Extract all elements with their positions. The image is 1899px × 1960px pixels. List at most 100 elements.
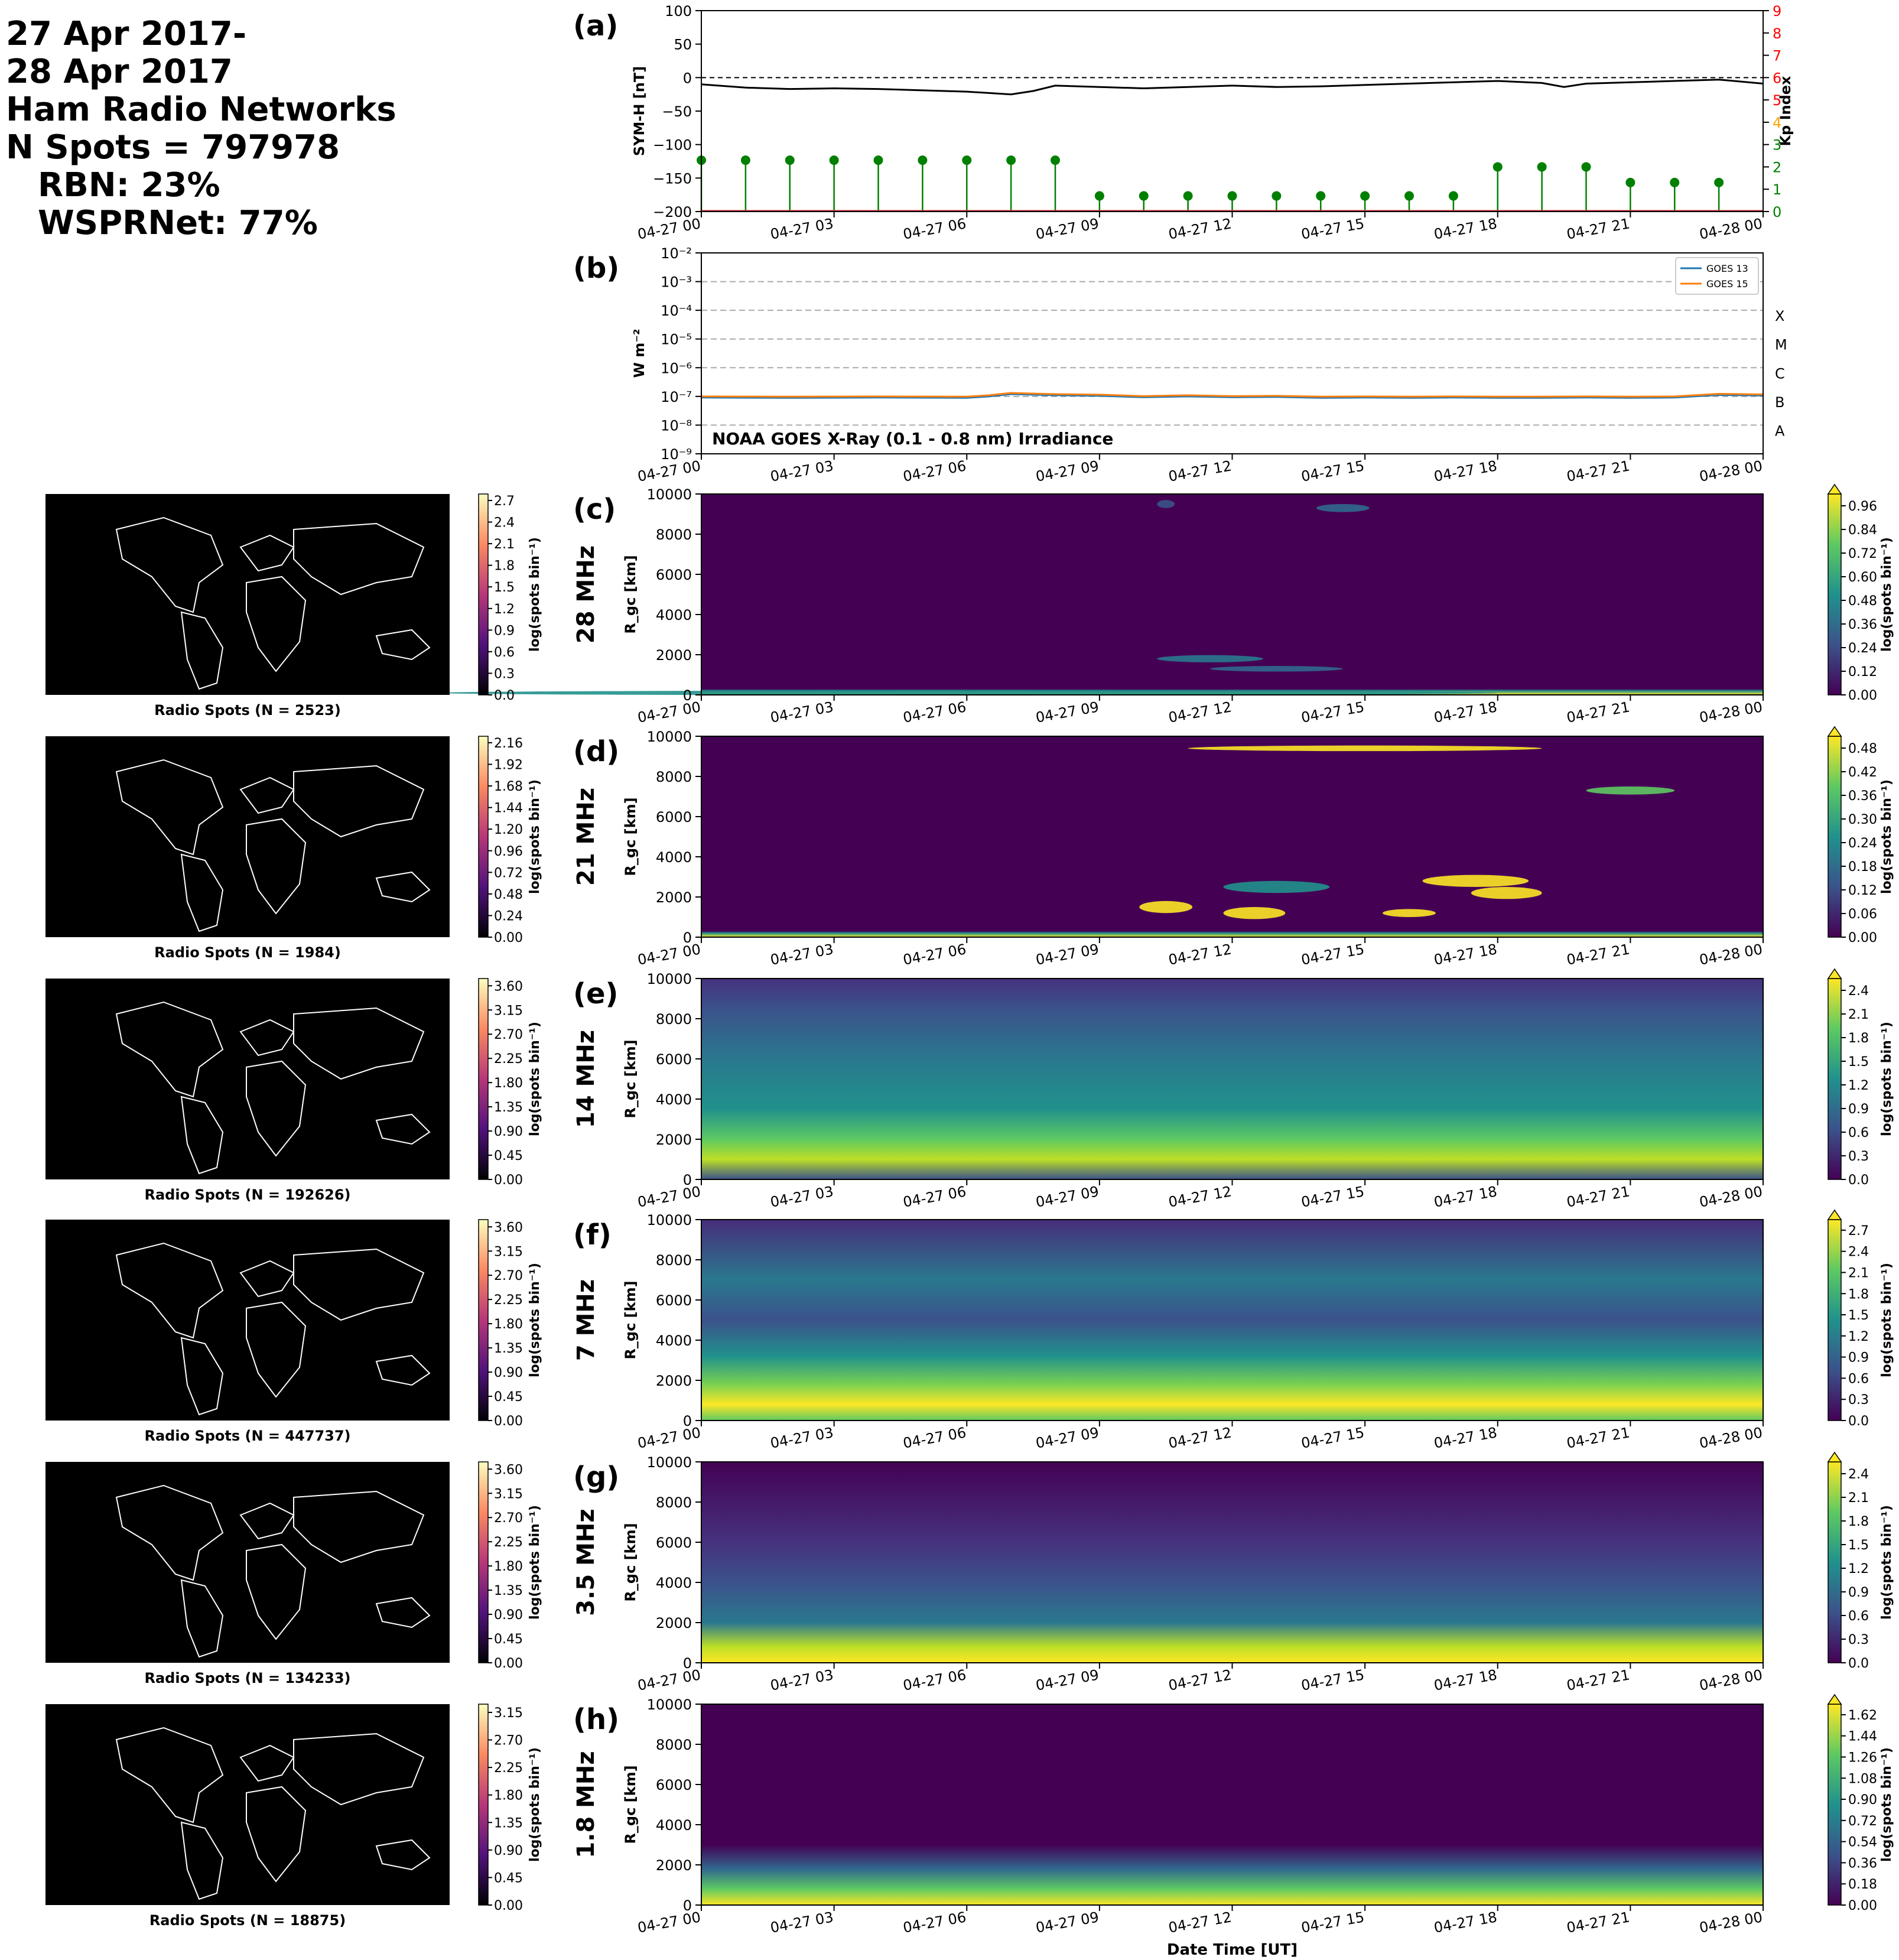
- panel-b-xtick-label: 04-27 03: [769, 457, 835, 485]
- heatmap-xtick-label: 04-28 00: [1698, 1424, 1764, 1451]
- kp-ytick-label: 1: [1773, 181, 1781, 198]
- heatmap-ytick-label: 6000: [656, 1777, 692, 1793]
- map-colorbar-tick-label: 2.25: [494, 1293, 523, 1308]
- map-colorbar-tick-label: 0.45: [494, 1149, 523, 1163]
- map-colorbar-tick-label: 1.20: [494, 823, 523, 837]
- kp-ylabel: Kp Index: [1777, 76, 1794, 147]
- heatmap-ytick-label: 6000: [656, 809, 692, 825]
- goes-series-line: [701, 393, 1764, 399]
- heatmap-ytick-label: 0: [683, 687, 692, 704]
- heatmap-image: [701, 1704, 1763, 1905]
- continent-outline: [375, 1597, 431, 1629]
- continent-outline: [293, 765, 425, 838]
- colorbar-tick-label: 2.1: [1848, 1007, 1869, 1022]
- colorbar-extend-arrow: [1827, 1209, 1842, 1220]
- goes-ytick-label: 10⁻⁶: [661, 360, 692, 376]
- kp-point: [829, 155, 839, 165]
- colorbar-extend-arrow: [1827, 726, 1842, 737]
- kp-point: [1581, 162, 1591, 172]
- heatmap-feature: [1223, 907, 1286, 919]
- map-caption: Radio Spots (N = 18875): [149, 1912, 346, 1929]
- continent-outline: [246, 1060, 307, 1157]
- heatmap-row-c: (c) 28 MHz R_gc [km] 0 2000 4000 6000 8000 10000…: [45, 483, 1894, 726]
- heatmap-ylabel: R_gc [km]: [622, 1039, 639, 1118]
- heatmap-image: [701, 1220, 1763, 1421]
- colorbar-tick-label: 0.90: [1848, 1793, 1877, 1808]
- map-colorbar-tick-label: 2.70: [494, 1734, 523, 1748]
- panel-a: (a) 100 50 0 −50 −100 −150 −200 SYM-H [nT] 0 1 2 3 4 5…: [573, 3, 1794, 243]
- heatmap-ytick-label: 4000: [656, 1332, 692, 1349]
- heatmap-xtick-label: 04-27 03: [769, 698, 835, 726]
- kp-point: [1139, 191, 1149, 201]
- map-caption: Radio Spots (N = 134233): [144, 1670, 350, 1686]
- kp-point: [1006, 155, 1016, 165]
- heatmap-xtick-label: 04-27 00: [636, 698, 702, 726]
- kp-ytick-label: 7: [1773, 48, 1781, 64]
- symh-ytick-label: −200: [653, 204, 692, 220]
- colorbar-tick-label: 1.44: [1848, 1730, 1877, 1744]
- heatmap-xtick-label: 04-27 18: [1433, 1183, 1498, 1210]
- panel-label-b: (b): [573, 252, 619, 285]
- map-colorbar-tick-label: 0.96: [494, 844, 523, 859]
- heatmap-xtick-label: 04-27 15: [1300, 941, 1365, 968]
- colorbar-extend-arrow: [1827, 1694, 1842, 1705]
- colorbar-tick-label: 0.54: [1848, 1835, 1877, 1850]
- map-colorbar-label: log(spots bin⁻¹): [528, 1505, 542, 1620]
- heatmap-ytick-label: 10000: [647, 1696, 692, 1713]
- header-date-start: 27 Apr 2017-: [6, 15, 247, 53]
- map-colorbar-tick-label: 1.80: [494, 1317, 523, 1332]
- kp-ytick-label: 2: [1773, 159, 1781, 175]
- map-colorbar-tick-label: 1.35: [494, 1584, 523, 1598]
- panel-a-axes-frame: [701, 10, 1764, 212]
- heatmap-xtick-label: 04-27 09: [1035, 698, 1100, 726]
- map-colorbar-label: log(spots bin⁻¹): [528, 779, 542, 894]
- map-colorbar: [478, 978, 489, 1180]
- panel-label: (g): [573, 1461, 619, 1494]
- symh-ytick-label: −100: [653, 137, 692, 154]
- map-colorbar-label: log(spots bin⁻¹): [528, 1022, 542, 1136]
- band-label: 3.5 MHz: [573, 1509, 600, 1616]
- colorbar-extend-arrow: [1827, 1451, 1842, 1462]
- colorbar-tick-label: 1.2: [1848, 1078, 1869, 1093]
- heatmap-ylabel: R_gc [km]: [622, 1523, 639, 1601]
- heatmap-xtick-label: 04-27 18: [1433, 1424, 1498, 1451]
- heatmap-feature: [1157, 655, 1263, 662]
- map-colorbar-tick-label: 1.8: [494, 559, 515, 574]
- goes-ytick-label: 10⁻⁴: [661, 303, 692, 319]
- colorbar-tick-label: 0.6: [1848, 1126, 1869, 1140]
- heatmap-ytick-label: 0: [683, 929, 692, 946]
- goes-ylabel: W m⁻²: [631, 329, 648, 378]
- panel-label: (h): [573, 1703, 619, 1736]
- colorbar-tick-label: 0.18: [1848, 860, 1877, 875]
- kp-ytick-label: 9: [1773, 3, 1781, 19]
- continent-outline: [115, 516, 224, 613]
- goes-ytick-label: 10⁻⁵: [661, 331, 692, 348]
- continent-outline: [115, 1727, 224, 1824]
- colorbar-tick-label: 0.6: [1848, 1609, 1869, 1624]
- heatmap-ytick-label: 0: [683, 1655, 692, 1672]
- heatmap-ytick-label: 2000: [656, 889, 692, 906]
- map-colorbar-tick-label: 0.0: [494, 688, 515, 703]
- heatmap-ytick-label: 8000: [656, 1011, 692, 1028]
- colorbar-viridis: [1828, 1219, 1842, 1421]
- map-caption: Radio Spots (N = 192626): [144, 1187, 350, 1203]
- colorbar-tick-label: 0.06: [1848, 907, 1877, 922]
- map-colorbar-tick-label: 3.60: [494, 1462, 523, 1477]
- colorbar-viridis: [1828, 736, 1842, 938]
- colorbar-tick-label: 1.8: [1848, 1287, 1869, 1302]
- heatmap-xtick-label: 04-27 00: [636, 1424, 702, 1451]
- heatmap-ytick-label: 0: [683, 1172, 692, 1188]
- flare-class-label: A: [1775, 422, 1785, 439]
- heatmap-xtick-label: 04-27 06: [902, 1666, 967, 1694]
- map-colorbar: [478, 1704, 489, 1906]
- heatmap-xtick-label: 04-27 03: [769, 941, 835, 968]
- map-colorbar-tick-label: 0.00: [494, 931, 523, 945]
- panel-a-xtick-label: 04-27 21: [1565, 215, 1631, 242]
- heatmap-feature: [1210, 666, 1343, 672]
- colorbar-tick-label: 2.4: [1848, 1245, 1869, 1260]
- map-colorbar-tick-label: 1.2: [494, 602, 515, 617]
- flare-class-label: B: [1775, 394, 1784, 411]
- continent-outline: [375, 1839, 431, 1871]
- band-label: 1.8 MHz: [573, 1751, 600, 1858]
- colorbar-tick-label: 0.00: [1848, 688, 1877, 703]
